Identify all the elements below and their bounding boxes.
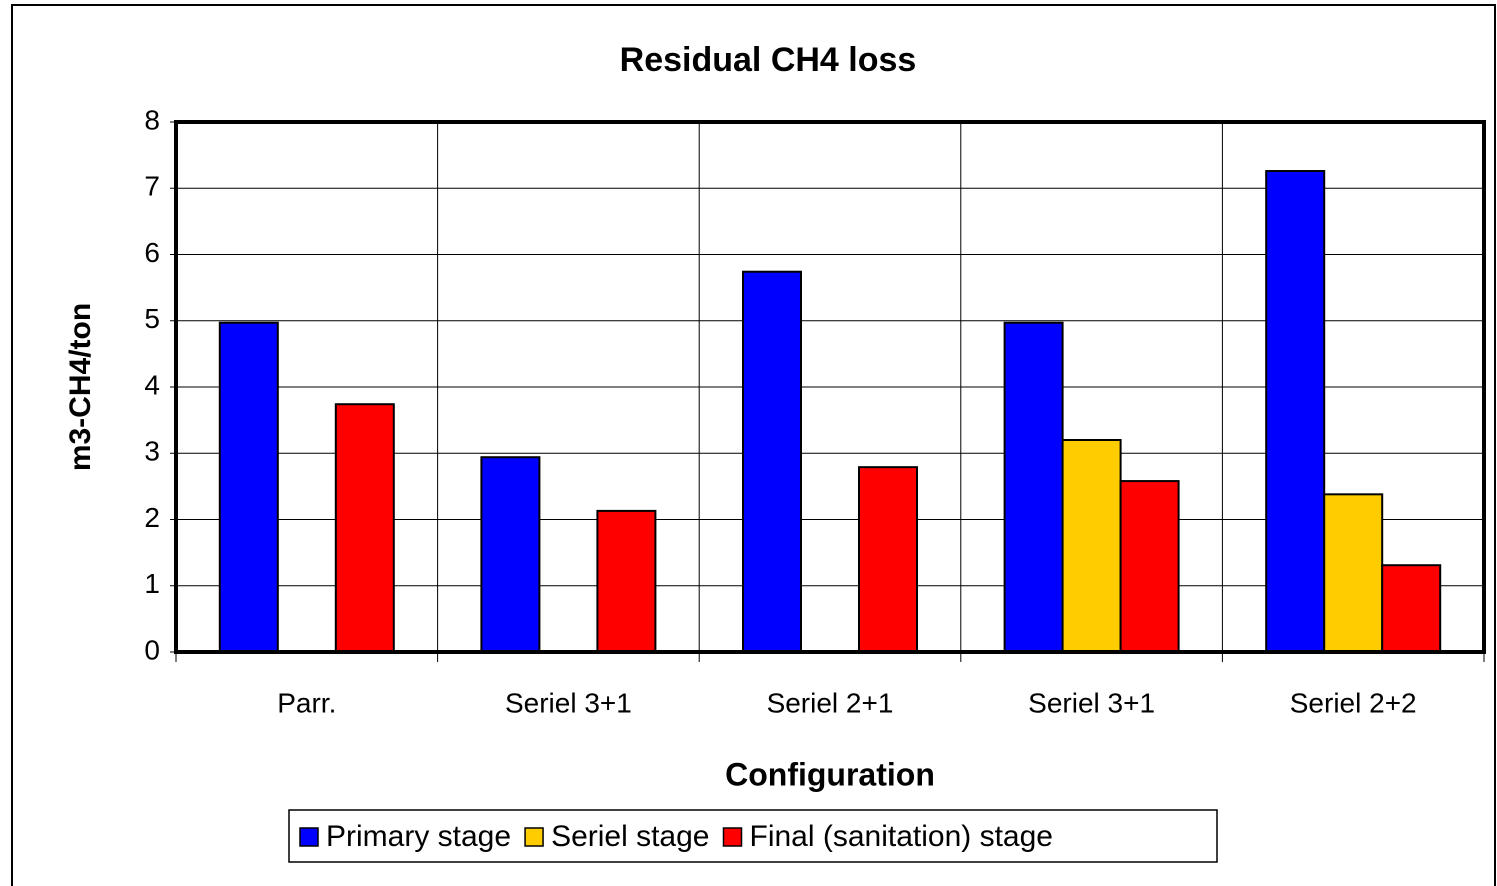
legend-label: Primary stage: [326, 820, 511, 853]
y-tick-label: 6: [144, 237, 160, 268]
x-tick-label: Parr.: [277, 687, 336, 718]
bar: [1061, 439, 1122, 653]
y-tick-label: 1: [144, 568, 160, 599]
bar: [480, 456, 541, 653]
legend-swatch: [722, 827, 743, 847]
bar: [1119, 480, 1180, 654]
legend-label: Seriel stage: [551, 820, 709, 853]
bar: [1265, 170, 1326, 653]
bar: [596, 509, 657, 654]
plot-border: [174, 120, 1486, 654]
legend-swatch: [524, 827, 544, 847]
y-tick-label: 5: [144, 303, 160, 334]
y-tick-label: 7: [144, 171, 160, 202]
y-axis-title: m3-CH4/ton: [64, 303, 97, 471]
x-tick-label: Seriel 2+1: [767, 687, 894, 718]
legend-swatch: [299, 827, 319, 847]
x-axis-title: Configuration: [725, 756, 935, 792]
bar: [858, 466, 918, 653]
bar: [1323, 493, 1384, 654]
y-tick-label: 3: [144, 436, 160, 467]
x-tick-label: Seriel 2+2: [1290, 687, 1417, 718]
legend-label: Final (sanitation) stage: [750, 820, 1054, 853]
y-tick-label: 8: [144, 104, 160, 135]
x-tick-label: Seriel 3+1: [505, 687, 632, 718]
bar: [1003, 321, 1064, 653]
chart-title: Residual CH4 loss: [620, 41, 917, 79]
bar: [1381, 564, 1442, 654]
x-tick-label: Seriel 3+1: [1028, 687, 1155, 718]
legend-box: [288, 809, 1218, 863]
bar: [218, 321, 279, 653]
y-tick-label: 0: [144, 634, 160, 665]
y-tick-label: 2: [144, 502, 160, 533]
y-tick-label: 4: [144, 369, 160, 400]
bar: [334, 403, 395, 653]
bar: [742, 270, 802, 653]
